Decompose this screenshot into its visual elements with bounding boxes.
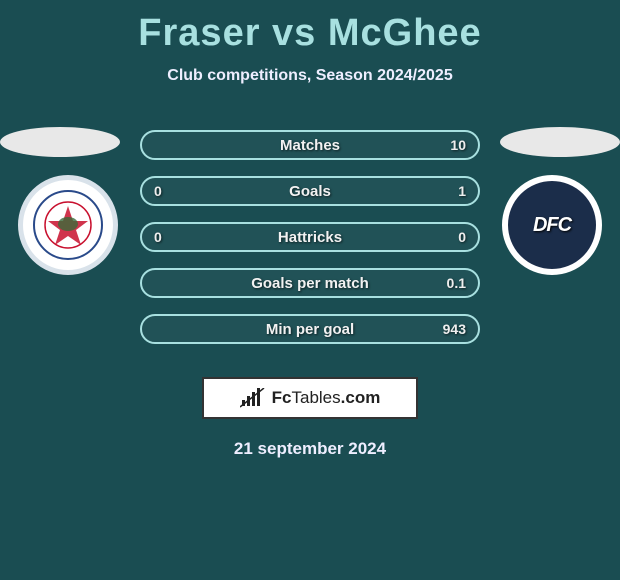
stats-table: Matches 10 0 Goals 1 0 Hattricks 0 Goals… bbox=[140, 130, 480, 360]
stat-row: Goals per match 0.1 bbox=[140, 268, 480, 298]
stat-value-right: 0 bbox=[458, 229, 466, 245]
stat-row: Min per goal 943 bbox=[140, 314, 480, 344]
club-crest-right: DFC bbox=[502, 175, 602, 275]
source-badge: FcTables.com bbox=[202, 377, 418, 419]
stat-label: Goals bbox=[289, 183, 331, 200]
stat-label: Goals per match bbox=[251, 275, 369, 292]
badge-text-light: Tables bbox=[292, 388, 341, 407]
stat-label: Matches bbox=[280, 137, 340, 154]
snapshot-date: 21 september 2024 bbox=[0, 439, 620, 459]
club-crest-left bbox=[18, 175, 118, 275]
player-shadow-right bbox=[500, 127, 620, 157]
subtitle: Club competitions, Season 2024/2025 bbox=[0, 67, 620, 85]
stat-value-right: 943 bbox=[443, 321, 466, 337]
comparison-panel: DFC Matches 10 0 Goals 1 0 Hattricks 0 G… bbox=[0, 115, 620, 365]
stat-value-right: 10 bbox=[450, 137, 466, 153]
badge-text-suffix: .com bbox=[341, 388, 381, 407]
badge-text: FcTables.com bbox=[272, 388, 381, 408]
page-title: Fraser vs McGhee bbox=[0, 0, 620, 55]
stat-row: Matches 10 bbox=[140, 130, 480, 160]
player-shadow-left bbox=[0, 127, 120, 157]
stat-row: 0 Goals 1 bbox=[140, 176, 480, 206]
dundee-crest-text: DFC bbox=[533, 214, 571, 237]
stat-value-right: 1 bbox=[458, 183, 466, 199]
rangers-crest-icon bbox=[31, 188, 105, 262]
stat-value-right: 0.1 bbox=[447, 275, 466, 291]
stat-value-left: 0 bbox=[154, 229, 162, 245]
badge-text-strong: Fc bbox=[272, 388, 292, 407]
barchart-icon bbox=[240, 388, 266, 408]
stat-value-left: 0 bbox=[154, 183, 162, 199]
crest-left-svg bbox=[31, 188, 105, 262]
stat-row: 0 Hattricks 0 bbox=[140, 222, 480, 252]
stat-label: Min per goal bbox=[266, 321, 354, 338]
stat-label: Hattricks bbox=[278, 229, 342, 246]
